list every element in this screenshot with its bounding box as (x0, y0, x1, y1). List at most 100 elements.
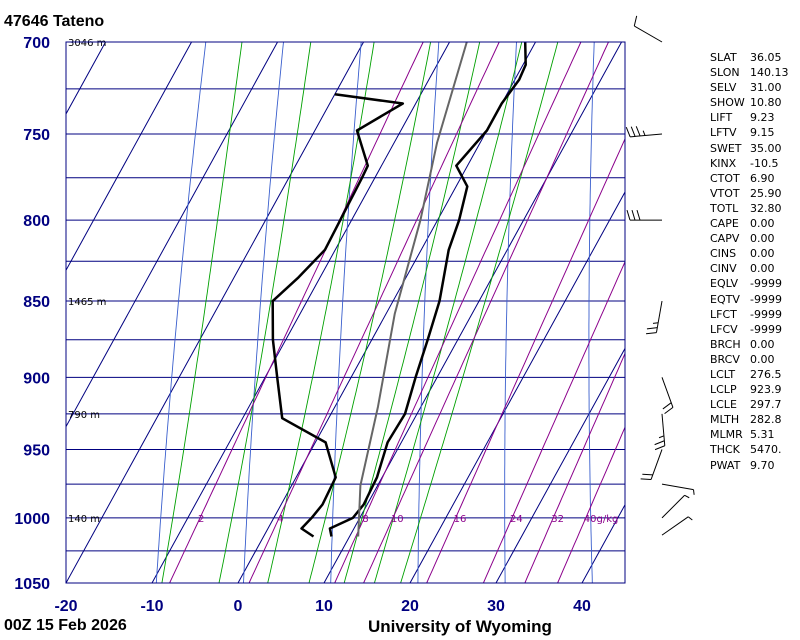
index-key: MLTH (710, 413, 740, 427)
index-value: 9.70 (750, 458, 775, 472)
mixing-ratio-line (248, 42, 500, 583)
index-row: LFCT -9999 (710, 307, 789, 322)
isotherm--20 (66, 42, 364, 583)
index-value: 923.9 (750, 383, 782, 397)
index-key: VTOT (710, 186, 740, 200)
index-key: EQTV (710, 292, 740, 306)
moist-adiabat (400, 42, 559, 583)
wind-barb (633, 15, 663, 43)
index-value: -9999 (750, 292, 782, 306)
temperature-tick-label: -10 (140, 598, 163, 615)
index-key: SWET (710, 141, 742, 155)
isotherm-30 (495, 347, 625, 583)
temperature-tick-label: 10 (315, 598, 333, 615)
height-label: 790 m (68, 410, 100, 421)
index-value: 0.00 (750, 217, 775, 231)
index-value: 276.5 (750, 367, 782, 381)
pressure-tick-label: 1050 (14, 576, 50, 593)
index-value: 25.90 (750, 186, 782, 200)
index-key: SELV (710, 81, 737, 95)
index-row: LFTV 9.15 (710, 125, 789, 140)
index-value: 140.13 (750, 66, 789, 80)
index-row: THCK 5470. (710, 442, 789, 457)
wind-barb (661, 483, 695, 495)
index-key: SHOW (710, 96, 745, 110)
temperature-tick-labels: -20 -10 0 10 20 30 40 (54, 598, 591, 615)
index-key: TOTL (710, 201, 739, 215)
wind-barb (654, 413, 666, 451)
pressure-tick-label: 950 (23, 442, 50, 459)
mixing-ratio-label: 8 (362, 514, 368, 525)
dry-adiabat (330, 42, 362, 583)
dewpoint-profile (271, 93, 405, 538)
index-key: LCLE (710, 398, 737, 412)
dry-adiabat (588, 42, 595, 583)
observation-time: 00Z 15 Feb 2026 (4, 617, 127, 634)
index-value: 35.00 (750, 141, 782, 155)
index-key: PWAT (710, 458, 741, 472)
moist-adiabat (343, 42, 481, 583)
index-value: -9999 (750, 322, 782, 336)
index-row: LIFT 9.23 (710, 110, 789, 125)
index-row: LCLP 923.9 (710, 382, 789, 397)
mixing-ratio-line (524, 352, 625, 583)
isotherm-20 (409, 191, 625, 583)
dry-adiabat (243, 42, 284, 583)
dry-adiabat (155, 42, 207, 583)
mixing-ratio-line (363, 42, 610, 583)
index-key: THCK (710, 443, 740, 457)
mixing-ratio-line (557, 426, 625, 583)
index-row: KINX -10.5 (710, 156, 789, 171)
index-value: 31.00 (750, 81, 782, 95)
index-row: CTOT 6.90 (710, 171, 789, 186)
index-value: 0.00 (750, 232, 775, 246)
isotherm--40 (66, 42, 192, 272)
height-labels: 3046 m 1465 m 790 m 140 m (68, 38, 106, 525)
index-row: MLTH 282.8 (710, 412, 789, 427)
index-row: TOTL 32.80 (710, 201, 789, 216)
pressure-tick-label: 800 (23, 213, 50, 230)
mixing-ratio-label: 10 (391, 514, 404, 525)
index-key: MLMR (710, 428, 743, 442)
index-key: CINV (710, 262, 737, 276)
mixing-ratio-label: 24 (510, 514, 523, 525)
mixing-ratio-labels: 2 4 8 10 16 24 32 40g/kg (198, 514, 618, 525)
index-key: LIFT (710, 111, 733, 125)
index-row: SELV 31.00 (710, 80, 789, 95)
mixing-ratio-label: 16 (454, 514, 467, 525)
index-value: -9999 (750, 277, 782, 291)
height-label: 1465 m (68, 297, 106, 308)
pressure-tick-label: 700 (23, 35, 50, 52)
dry-adiabat (417, 42, 440, 583)
height-label: 140 m (68, 514, 100, 525)
index-row: LCLT 276.5 (710, 367, 789, 382)
isotherm--50 (66, 42, 106, 115)
index-value: 282.8 (750, 413, 782, 427)
pressure-tick-label: 750 (23, 127, 50, 144)
index-key: LCLT (710, 367, 736, 381)
mixing-ratio-line (482, 260, 625, 583)
index-key: BRCH (710, 337, 741, 351)
index-key: CAPE (710, 217, 739, 231)
index-value: 0.00 (750, 247, 775, 261)
index-value: 5.31 (750, 428, 775, 442)
mixing-ratio-label: 32 (551, 514, 564, 525)
plot-frame (65, 41, 626, 584)
pressure-tick-label: 1000 (14, 511, 50, 528)
dry-adiabat (504, 42, 517, 583)
index-value: -9999 (750, 307, 782, 321)
index-row: LFCV -9999 (710, 322, 789, 337)
temperature-tick-label: 40 (573, 598, 591, 615)
index-value: 297.7 (750, 398, 782, 412)
index-key: KINX (710, 156, 737, 170)
index-row: SHOW 10.80 (710, 95, 789, 110)
index-key: CINS (710, 247, 737, 261)
index-key: SLON (710, 66, 740, 80)
index-row: CAPV 0.00 (710, 231, 789, 246)
index-row: CAPE 0.00 (710, 216, 789, 231)
index-row: BRCH 0.00 (710, 337, 789, 352)
index-value: 0.00 (750, 262, 775, 276)
pressure-tick-label: 850 (23, 294, 50, 311)
temperature-tick-label: -20 (54, 598, 77, 615)
